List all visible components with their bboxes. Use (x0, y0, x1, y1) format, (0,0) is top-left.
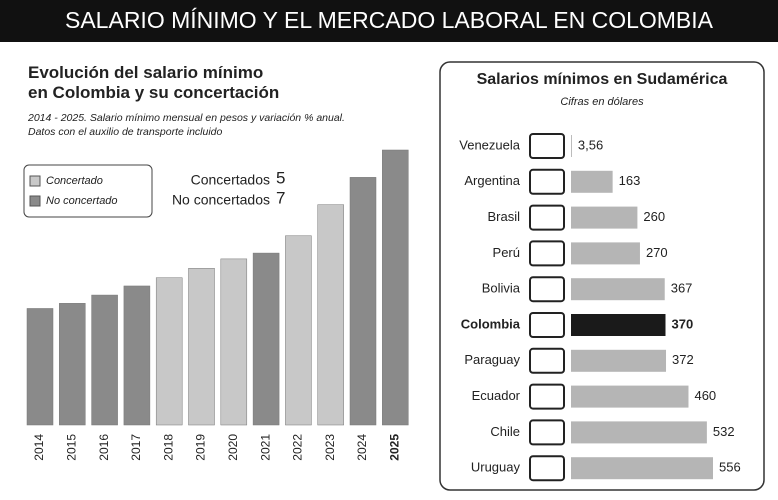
bar (571, 135, 572, 157)
x-tick-label: 2014 (32, 434, 46, 461)
bar (571, 278, 665, 301)
right-title: Salarios mínimos en Sudamérica (477, 71, 728, 88)
value-label: 260 (643, 209, 665, 224)
bar (220, 258, 248, 426)
bar (571, 170, 613, 193)
legend-label: No concertado (46, 195, 118, 207)
value-label: 372 (672, 352, 694, 367)
flag (529, 383, 565, 410)
x-tick-label: 2020 (226, 434, 240, 461)
bar (59, 303, 86, 426)
country-label: Brasil (487, 209, 520, 224)
flag (529, 168, 565, 195)
bar (123, 285, 151, 426)
country-label: Venezuela (459, 137, 520, 152)
x-tick-label: 2018 (161, 434, 175, 461)
value-label: 556 (719, 460, 741, 475)
legend-swatch (29, 195, 41, 207)
left-subtitle: 2014 - 2025. Salario mínimo mensual en p… (27, 112, 345, 138)
summary-count: 5 (276, 168, 285, 187)
panel-border (439, 61, 765, 491)
bar (571, 206, 638, 229)
bar (571, 349, 667, 372)
x-tick-label: 2025 (387, 434, 401, 461)
flag (529, 204, 565, 231)
value-label: 532 (713, 424, 735, 439)
value-label: 270 (646, 245, 668, 260)
value-label: 163 (619, 173, 641, 188)
country-label: Perú (493, 245, 520, 260)
x-tick-label: 2019 (194, 434, 208, 461)
bar (571, 242, 640, 265)
bar (26, 308, 54, 426)
x-tick-label: 2023 (323, 434, 337, 461)
bar (349, 177, 377, 426)
flag (529, 276, 565, 303)
country-label: Ecuador (472, 388, 521, 403)
value-label: 370 (671, 316, 693, 331)
summary-count: 7 (276, 188, 285, 207)
summary-label: No concertados (172, 192, 270, 208)
flag (529, 347, 565, 374)
legend-box (23, 164, 153, 218)
bar (382, 149, 409, 426)
legend-swatch (29, 175, 41, 187)
bar (188, 268, 215, 426)
bar (571, 385, 689, 408)
header-bar (0, 0, 778, 42)
country-label: Paraguay (464, 352, 520, 367)
x-tick-label: 2015 (64, 434, 78, 461)
flag (529, 240, 565, 267)
x-tick-label: 2024 (355, 434, 369, 461)
value-label: 367 (671, 281, 693, 296)
country-label: Bolivia (482, 281, 521, 296)
x-tick-label: 2017 (129, 434, 143, 461)
summary-label: Concertados (191, 172, 270, 188)
bar (571, 457, 713, 480)
flag (529, 419, 565, 446)
flag (529, 133, 565, 159)
country-label: Argentina (464, 173, 520, 188)
bar (155, 277, 183, 426)
bar (285, 235, 312, 426)
flag (529, 455, 565, 482)
country-label: Colombia (461, 316, 521, 331)
value-label: 460 (694, 388, 716, 403)
bar (252, 252, 280, 426)
x-tick-label: 2022 (291, 434, 305, 461)
country-label: Uruguay (471, 460, 521, 475)
header-title: SALARIO MÍNIMO Y EL MERCADO LABORAL EN C… (65, 7, 714, 33)
x-tick-label: 2021 (258, 434, 272, 461)
left-title: Evolución del salario mínimo en Colombia … (28, 63, 279, 102)
bar (571, 314, 666, 336)
bar (317, 204, 344, 426)
country-label: Chile (490, 424, 520, 439)
x-tick-label: 2016 (97, 434, 111, 461)
legend-label: Concertado (46, 175, 103, 187)
bar (571, 421, 707, 444)
bar (91, 294, 118, 426)
right-subtitle: Cifras en dólares (560, 96, 644, 108)
value-label: 3,56 (578, 137, 603, 152)
flag (529, 312, 565, 338)
